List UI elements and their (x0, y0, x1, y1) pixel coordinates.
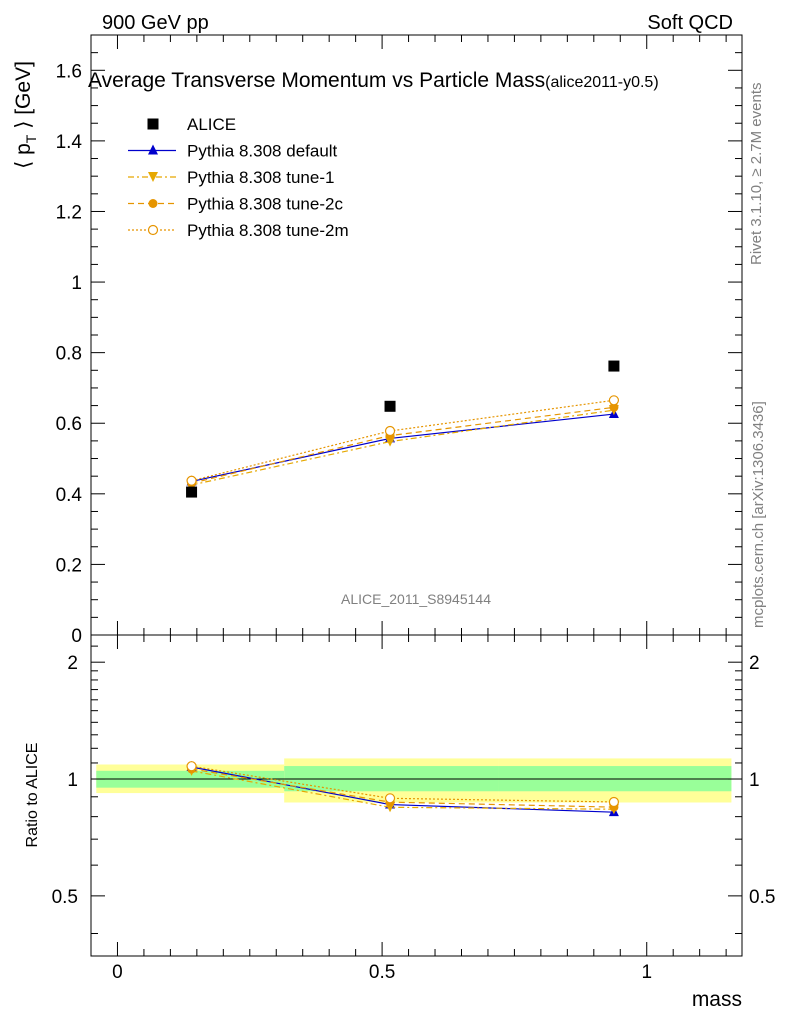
data-point (384, 400, 396, 412)
main-y-ticks: 0 0.2 0.4 0.6 0.8 1 1.2 1.4 1.6 (56, 52, 742, 647)
ratio-y-tick-label: 2 (67, 653, 78, 674)
y-tick-label: 1 (71, 273, 82, 294)
legend-entry: Pythia 8.308 default (128, 142, 338, 161)
ratio-series-point (186, 761, 197, 772)
legend-label: Pythia 8.308 tune-1 (187, 168, 334, 187)
ratio-series-point (384, 793, 396, 804)
ratio-y-tick-label: 0.5 (52, 887, 78, 908)
svg-text:⟨ pT ⟩ [GeV]: ⟨ pT ⟩ [GeV] (12, 61, 39, 169)
y-tick-label: 0.2 (56, 555, 82, 576)
chart-title-suffix: (alice2011-y0.5) (545, 74, 659, 91)
ratio-y-ticks: 0.5 0.5 1 1 2 2 (52, 645, 775, 934)
y-tick-label: 0.8 (56, 344, 82, 365)
ratio-y-tick-label-right: 2 (749, 653, 760, 674)
legend-label: Pythia 8.308 tune-2m (187, 221, 349, 240)
legend-entry: Pythia 8.308 tune-2m (128, 221, 349, 240)
data-point (608, 360, 620, 372)
header-right-label: Soft QCD (647, 12, 733, 34)
rivet-label: Rivet 3.1.10, ≥ 2.7M events (748, 83, 765, 266)
legend-marker (148, 144, 158, 155)
legend-entry: Pythia 8.308 tune-2c (128, 195, 343, 214)
x-axis-label: mass (692, 988, 742, 1011)
y-tick-label: 1.6 (56, 61, 82, 82)
ratio-series-layer (186, 760, 620, 817)
series-line (191, 399, 614, 482)
x-tick-label: 1 (641, 962, 652, 983)
ratio-panel-frame (90, 634, 743, 957)
y-tick-label: 1.4 (56, 132, 83, 153)
legend-marker (147, 224, 159, 236)
ratio-y-axis-label: Ratio to ALICE (24, 743, 41, 848)
mcplots-label: mcplots.cern.ch [arXiv:1306.3436] (750, 401, 767, 628)
ratio-series-point (608, 796, 620, 808)
main-x-ticks (90, 35, 727, 635)
series-point (609, 402, 619, 412)
y-tick-label: 0.4 (56, 485, 83, 506)
chart-title: Average Transverse Momentum vs Particle … (88, 69, 659, 92)
watermark: ALICE_2011_S8945144 (341, 591, 491, 607)
legend-marker (148, 199, 158, 208)
legend-marker (147, 118, 159, 130)
legend-entry: ALICE (147, 115, 236, 134)
y-tick-label: 1.2 (56, 202, 82, 223)
main-panel: 0 0.2 0.4 0.6 0.8 1 1.2 1.4 1.6 ALICE_2011_S8945… (56, 34, 743, 647)
series-point (608, 395, 620, 406)
ratio-y-tick-label-right: 1 (749, 770, 760, 791)
series-point (384, 425, 396, 437)
ratio-y-tick-label: 1 (67, 770, 78, 791)
y-tick-label: 0 (71, 626, 82, 647)
y-tick-label: 0.6 (56, 414, 82, 435)
data-point (186, 486, 198, 498)
ratio-y-tick-label-right: 0.5 (749, 887, 775, 908)
legend-label: Pythia 8.308 tune-2c (187, 195, 343, 214)
data-layer (186, 360, 620, 498)
ratio-x-ticks: 0 0.5 1 (90, 635, 727, 983)
ratio-panel: 0.5 0.51 12 2 0 0.5 1 (52, 634, 775, 983)
series-line (191, 409, 615, 486)
legend-entry: Pythia 8.308 tune-1 (128, 168, 334, 187)
series-point (186, 475, 197, 486)
x-tick-label: 0.5 (369, 962, 395, 983)
series-line (191, 413, 614, 483)
legend-label: Pythia 8.308 default (187, 142, 338, 161)
legend-label: ALICE (187, 115, 236, 134)
header-left-label: 900 GeV pp (102, 12, 209, 34)
x-tick-label: 0 (112, 962, 123, 983)
legend-marker (148, 172, 158, 182)
y-axis-label: ⟨ pT ⟩ [GeV] (12, 61, 39, 169)
series-layer (186, 395, 620, 490)
legend: ALICE Pythia 8.308 default Pythia 8.308 tu… (128, 115, 349, 240)
